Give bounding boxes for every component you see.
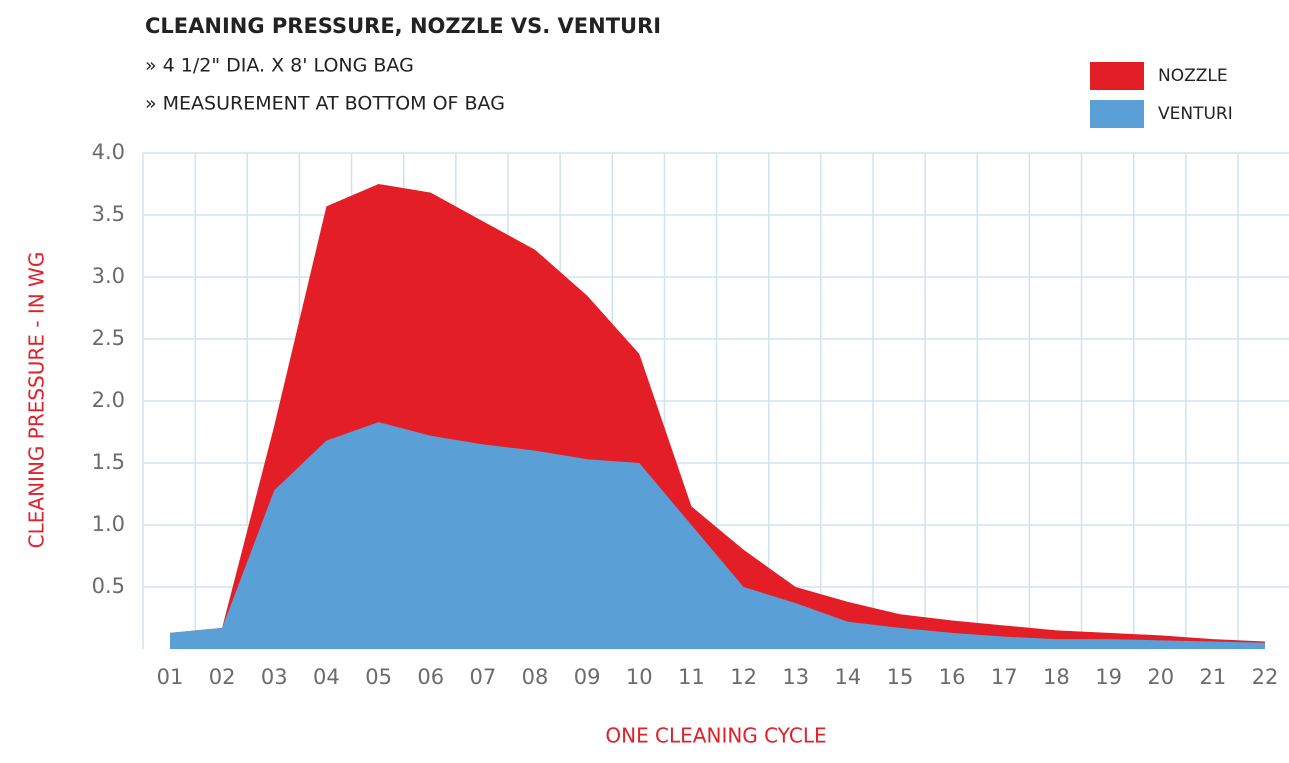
- x-tick-label: 14: [834, 665, 861, 689]
- legend-label: NOZZLE: [1158, 66, 1228, 86]
- x-tick-label: 17: [991, 665, 1018, 689]
- x-tick-label: 21: [1199, 665, 1226, 689]
- x-axis-label: ONE CLEANING CYCLE: [605, 724, 826, 748]
- legend-label: VENTURI: [1158, 104, 1233, 124]
- legend-swatch: [1090, 100, 1144, 128]
- x-tick-label: 19: [1095, 665, 1122, 689]
- x-tick-label: 13: [782, 665, 809, 689]
- x-tick-label: 16: [939, 665, 966, 689]
- y-tick-label: 2.0: [92, 388, 125, 412]
- y-tick-label: 2.5: [92, 326, 125, 350]
- x-tick-label: 20: [1147, 665, 1174, 689]
- x-tick-label: 22: [1252, 665, 1279, 689]
- x-tick-label: 09: [574, 665, 601, 689]
- x-tick-label: 03: [261, 665, 288, 689]
- x-tick-label: 10: [626, 665, 653, 689]
- y-tick-label: 3.0: [92, 264, 125, 288]
- x-tick-label: 07: [469, 665, 496, 689]
- legend-swatch: [1090, 62, 1144, 90]
- chart-subtitle: » MEASUREMENT AT BOTTOM OF BAG: [145, 93, 505, 115]
- x-tick-label: 06: [417, 665, 444, 689]
- y-axis-label: CLEANING PRESSURE - IN WG: [25, 252, 49, 549]
- y-tick-label: 1.5: [92, 450, 125, 474]
- x-tick-label: 08: [522, 665, 549, 689]
- y-tick-label: 4.0: [92, 140, 125, 164]
- y-tick-label: 3.5: [92, 202, 125, 226]
- y-tick-label: 1.0: [92, 512, 125, 536]
- x-tick-label: 02: [209, 665, 236, 689]
- x-tick-label: 04: [313, 665, 340, 689]
- chart-subtitle: » 4 1/2" DIA. X 8' LONG BAG: [145, 55, 414, 77]
- x-tick-label: 12: [730, 665, 757, 689]
- x-tick-label: 05: [365, 665, 392, 689]
- chart: CLEANING PRESSURE, NOZZLE VS. VENTURI » …: [0, 0, 1289, 763]
- chart-title: CLEANING PRESSURE, NOZZLE VS. VENTURI: [145, 14, 661, 38]
- x-tick-label: 11: [678, 665, 705, 689]
- x-tick-label: 18: [1043, 665, 1070, 689]
- y-tick-label: 0.5: [92, 574, 125, 598]
- x-tick-label: 15: [887, 665, 914, 689]
- x-tick-label: 01: [157, 665, 184, 689]
